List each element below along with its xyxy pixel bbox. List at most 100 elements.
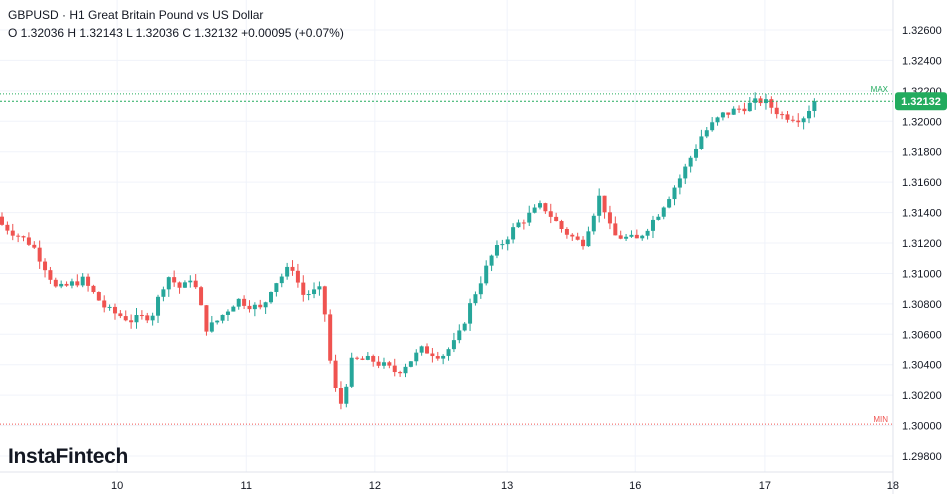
candle-body	[118, 313, 123, 317]
last-price-label: 1.32132	[901, 96, 941, 108]
candle-body	[252, 304, 257, 310]
candle-body	[500, 244, 505, 246]
candle-body	[43, 261, 48, 271]
candle-body	[645, 230, 650, 236]
candle-body	[96, 292, 101, 301]
candle-body	[742, 108, 747, 112]
candle-body	[780, 114, 785, 116]
x-tick-label: 13	[501, 480, 513, 492]
candle-body	[306, 294, 311, 296]
candle-body	[408, 361, 413, 367]
candle-body	[554, 216, 559, 222]
y-tick-label: 1.32600	[902, 25, 942, 37]
candle-body	[650, 219, 655, 231]
candle-body	[769, 99, 774, 108]
chart-legend: GBPUSD · H1 Great Britain Pound vs US Do…	[8, 6, 344, 42]
candle-body	[661, 207, 666, 217]
candle-body	[338, 388, 343, 404]
candle-body	[613, 223, 618, 236]
candle-body	[236, 298, 241, 307]
candle-body	[129, 320, 134, 323]
candle-body	[387, 362, 392, 366]
instafintech-logo: InstaFintech	[8, 445, 129, 468]
candle-body	[737, 108, 742, 110]
x-tick-label: 12	[369, 480, 381, 492]
y-tick-label: 1.30200	[902, 390, 942, 402]
symbol-title: GBPUSD · H1 Great Britain Pound vs US Do…	[8, 8, 264, 22]
y-tick-label: 1.29800	[902, 451, 942, 463]
candle-body	[720, 112, 725, 118]
candle-body	[607, 212, 612, 224]
candle-body	[430, 353, 435, 357]
candle-body	[381, 362, 386, 366]
candle-body	[618, 235, 623, 239]
candle-body	[597, 195, 602, 216]
candle-body	[258, 304, 263, 308]
candle-body	[640, 235, 645, 239]
candle-body	[102, 300, 107, 308]
candle-body	[48, 270, 53, 280]
candle-body	[489, 255, 494, 266]
candle-body	[435, 356, 440, 359]
candle-body	[484, 265, 489, 284]
candle-body	[247, 305, 252, 310]
candle-body	[516, 222, 521, 228]
candle-body	[667, 199, 672, 208]
candle-body	[731, 108, 736, 115]
candle-body	[419, 346, 424, 353]
candle-body	[656, 216, 661, 220]
candle-body	[295, 270, 300, 283]
candle-body	[505, 239, 510, 245]
candle-body	[710, 122, 715, 131]
candle-body	[91, 285, 96, 293]
candle-body	[290, 266, 295, 271]
y-tick-label: 1.31200	[902, 238, 942, 250]
candle-body	[139, 315, 144, 317]
candle-body	[10, 230, 15, 236]
y-tick-label: 1.30000	[902, 421, 942, 433]
candle-body	[365, 355, 370, 360]
candle-body	[161, 289, 166, 297]
candle-body	[376, 361, 381, 366]
candle-body	[392, 365, 397, 373]
candle-body	[177, 282, 182, 288]
x-tick-label: 17	[759, 480, 771, 492]
candle-body	[446, 349, 451, 356]
candle-body	[5, 224, 10, 231]
candle-body	[349, 357, 354, 387]
candle-body	[107, 306, 112, 308]
candle-body	[785, 114, 790, 120]
candle-body	[21, 236, 26, 238]
candle-body	[344, 386, 349, 404]
candle-body	[182, 282, 187, 288]
candle-body	[575, 236, 580, 240]
candle-body	[812, 101, 817, 111]
candle-body	[220, 314, 225, 321]
candle-body	[532, 207, 537, 213]
candle-body	[403, 366, 408, 374]
candle-body	[462, 323, 467, 331]
y-tick-label: 1.32000	[902, 116, 942, 128]
candle-body	[790, 119, 795, 121]
candle-body	[204, 305, 209, 332]
candle-body	[699, 136, 704, 149]
candle-body	[559, 221, 564, 229]
candle-body	[263, 302, 268, 308]
candle-body	[59, 283, 64, 287]
candle-body	[53, 279, 58, 287]
candle-body	[688, 157, 693, 167]
candle-body	[694, 148, 699, 158]
candle-body	[570, 234, 575, 237]
y-tick-label: 1.31000	[902, 268, 942, 280]
candle-body	[451, 340, 456, 350]
candle-body	[166, 277, 171, 290]
candle-body	[112, 306, 117, 314]
candle-body	[548, 211, 553, 217]
candle-body	[172, 277, 177, 283]
candle-body	[279, 276, 284, 284]
min-label: MIN	[873, 415, 888, 424]
candle-body	[317, 286, 322, 290]
candle-body	[37, 247, 42, 262]
max-label: MAX	[871, 85, 889, 94]
